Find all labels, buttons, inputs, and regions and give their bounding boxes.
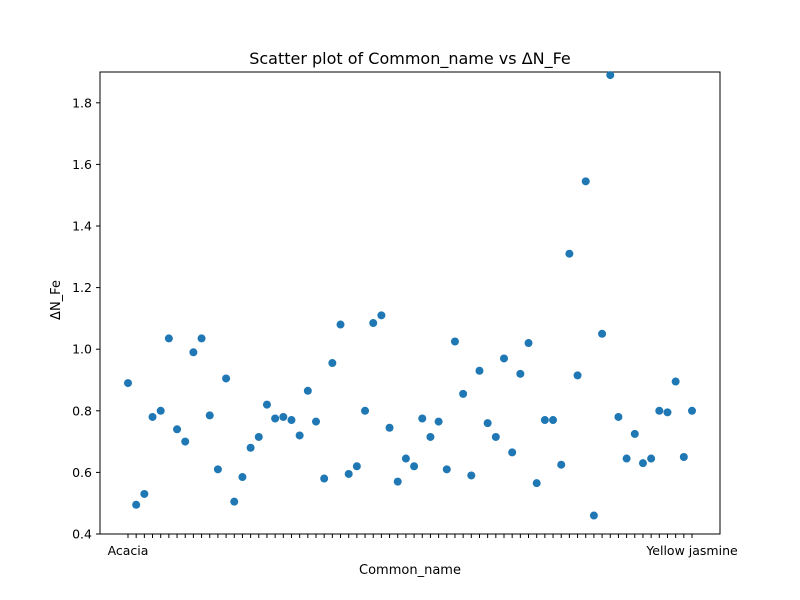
- data-point: [312, 417, 320, 426]
- data-point: [222, 374, 231, 383]
- data-point: [679, 453, 688, 461]
- data-point: [442, 465, 451, 474]
- data-point: [213, 465, 222, 474]
- y-tick-label: 1.8: [72, 95, 92, 110]
- x-axis-label: Common_name: [359, 563, 461, 578]
- data-point: [622, 454, 631, 463]
- chart-title: Scatter plot of Common_name vs ΔN_Fe: [249, 49, 571, 69]
- data-point: [459, 389, 468, 398]
- data-point: [606, 71, 615, 80]
- data-point: [589, 511, 598, 520]
- data-point: [549, 416, 558, 425]
- data-point: [377, 311, 386, 320]
- data-point: [638, 459, 647, 468]
- x-axis: Acacia Yellow jasmine: [108, 534, 738, 558]
- data-point: [483, 419, 492, 428]
- data-point: [475, 366, 484, 375]
- data-point: [254, 432, 263, 441]
- data-points: [124, 71, 696, 520]
- data-point: [598, 329, 607, 338]
- data-point: [630, 429, 639, 438]
- plot-frame: [99, 71, 721, 535]
- data-point: [369, 319, 378, 328]
- data-point: [671, 377, 680, 386]
- y-tick-label: 1.6: [72, 157, 92, 172]
- data-point: [189, 348, 198, 357]
- data-point: [344, 469, 353, 478]
- data-point: [426, 432, 435, 441]
- data-point: [271, 414, 280, 423]
- data-point: [524, 339, 533, 348]
- data-point: [557, 460, 566, 469]
- plot-area: [99, 71, 721, 535]
- data-point: [246, 443, 255, 452]
- data-point: [410, 462, 419, 471]
- data-point: [287, 416, 296, 425]
- x-tick-label-first: Acacia: [108, 543, 149, 558]
- data-point: [565, 249, 574, 258]
- data-point: [132, 500, 141, 509]
- y-tick-label: 0.4: [72, 527, 92, 542]
- data-point: [156, 406, 165, 415]
- data-point: [614, 412, 623, 421]
- data-point: [401, 454, 410, 463]
- data-point: [418, 414, 427, 423]
- data-point: [491, 432, 500, 441]
- y-axis: 0.4 0.6 0.8 1.0 1.2 1.4 1.6 1.8: [72, 95, 100, 542]
- y-tick-label: 0.6: [72, 465, 92, 480]
- data-point: [148, 412, 157, 421]
- data-point: [581, 177, 590, 186]
- data-point: [164, 334, 173, 343]
- data-point: [647, 454, 656, 463]
- y-tick-label: 1.0: [72, 342, 92, 357]
- data-point: [508, 448, 517, 457]
- data-point: [238, 473, 247, 482]
- y-tick-label: 1.2: [72, 280, 92, 295]
- data-point: [328, 359, 337, 368]
- y-tick-label: 1.4: [72, 219, 92, 234]
- data-point: [467, 471, 476, 480]
- data-point: [434, 417, 443, 426]
- data-point: [181, 437, 190, 446]
- data-point: [295, 431, 304, 440]
- data-point: [361, 406, 370, 415]
- data-point: [124, 379, 132, 388]
- data-point: [320, 474, 329, 483]
- data-point: [205, 411, 214, 420]
- data-point: [663, 408, 672, 417]
- data-point: [655, 406, 664, 415]
- data-point: [385, 423, 394, 432]
- data-point: [688, 406, 696, 415]
- y-axis-label: ΔN_Fe: [49, 280, 64, 320]
- y-tick-label: 0.8: [72, 403, 92, 418]
- data-point: [279, 412, 288, 421]
- data-point: [573, 371, 582, 380]
- data-point: [336, 320, 345, 329]
- data-point: [516, 369, 525, 378]
- data-point: [450, 337, 459, 346]
- x-tick-label-last: Yellow jasmine: [645, 543, 738, 558]
- data-point: [500, 354, 508, 363]
- data-point: [140, 489, 149, 498]
- data-point: [173, 425, 182, 434]
- data-point: [540, 416, 549, 425]
- data-point: [352, 462, 361, 471]
- data-point: [262, 400, 271, 409]
- data-point: [303, 386, 312, 395]
- data-point: [393, 477, 402, 486]
- data-point: [532, 479, 541, 488]
- data-point: [230, 497, 239, 506]
- data-point: [197, 334, 206, 343]
